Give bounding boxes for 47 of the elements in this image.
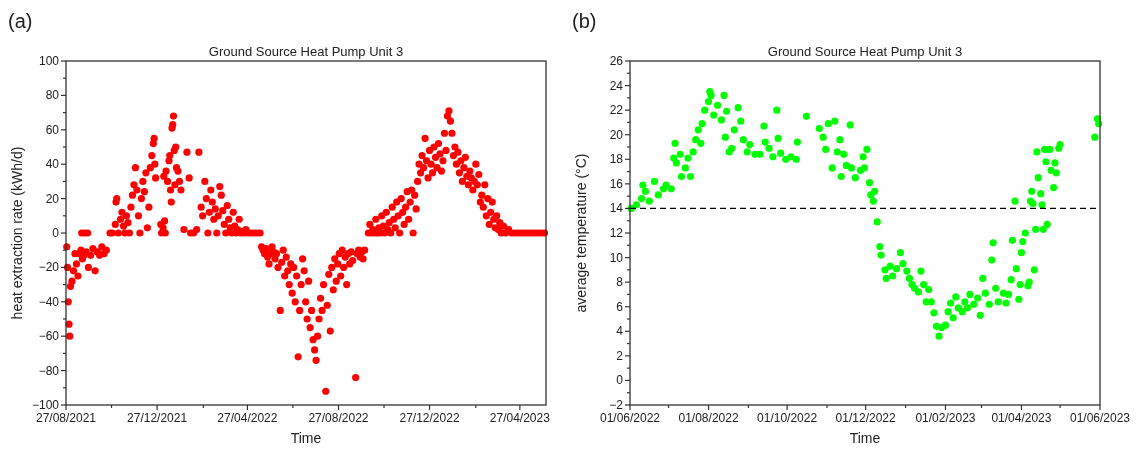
y-tick-label: 24: [609, 78, 624, 93]
y-tick-label: −60: [38, 329, 60, 344]
y-tick-label: −40: [38, 294, 60, 309]
y-tick-label: 20: [45, 191, 60, 206]
y-tick-label: 100: [38, 54, 60, 68]
x-tick-label: 27/04/2023: [489, 411, 551, 425]
x-tick-label: 01/10/2022: [757, 411, 818, 425]
y-tick-label: 12: [609, 226, 624, 240]
y-tick-label: −80: [38, 363, 60, 378]
x-tick-label: 01/08/2022: [678, 411, 739, 425]
x-tick-label: 01/04/2023: [991, 411, 1052, 425]
x-tick-label: 01/06/2023: [1069, 411, 1131, 425]
chart-title: Ground Source Heat Pump Unit 3: [767, 44, 963, 59]
y-tick-label: −2: [609, 398, 624, 412]
y-tick-label: 26: [609, 54, 624, 68]
y-tick-label: 22: [609, 103, 624, 118]
x-tick-label: 27/12/2022: [399, 411, 460, 425]
y-tick-label: 0: [52, 226, 60, 240]
text: (b): [572, 10, 597, 32]
y-tick-label: −100: [31, 398, 60, 412]
y-tick-label: 18: [609, 152, 624, 167]
y-axis-title: heat extraction rate (kWh/d): [9, 146, 25, 320]
x-tick-label: 01/12/2022: [835, 411, 896, 425]
y-tick-label: 10: [609, 250, 624, 265]
y-tick-label: −20: [38, 260, 60, 275]
x-tick-label: 27/12/2021: [127, 411, 188, 425]
y-tick-label: 6: [616, 299, 624, 314]
y-axis-title: average temperature (°C): [573, 153, 589, 313]
y-tick-label: 2: [616, 348, 624, 363]
y-tick-label: 14: [609, 201, 624, 216]
y-tick-label: 8: [616, 275, 624, 290]
chart-title: Ground Source Heat Pump Unit 3: [208, 44, 404, 59]
text: (a): [8, 10, 33, 32]
y-tick-label: 4: [616, 324, 624, 339]
x-axis-title: Time: [849, 430, 881, 446]
y-tick-label: 60: [45, 122, 60, 137]
y-tick-label: 40: [45, 157, 60, 172]
x-tick-label: 01/02/2023: [915, 411, 976, 425]
y-tick-label: 80: [45, 88, 60, 103]
x-tick-label: 27/08/2022: [308, 411, 369, 425]
x-tick-label: 01/06/2022: [599, 411, 661, 425]
x-axis-title: Time: [290, 430, 322, 446]
y-tick-label: 0: [616, 373, 624, 388]
y-tick-label: 20: [609, 127, 624, 142]
y-tick-label: 16: [609, 176, 624, 191]
x-tick-label: 27/04/2022: [217, 411, 278, 425]
x-tick-label: 27/08/2021: [35, 411, 97, 425]
